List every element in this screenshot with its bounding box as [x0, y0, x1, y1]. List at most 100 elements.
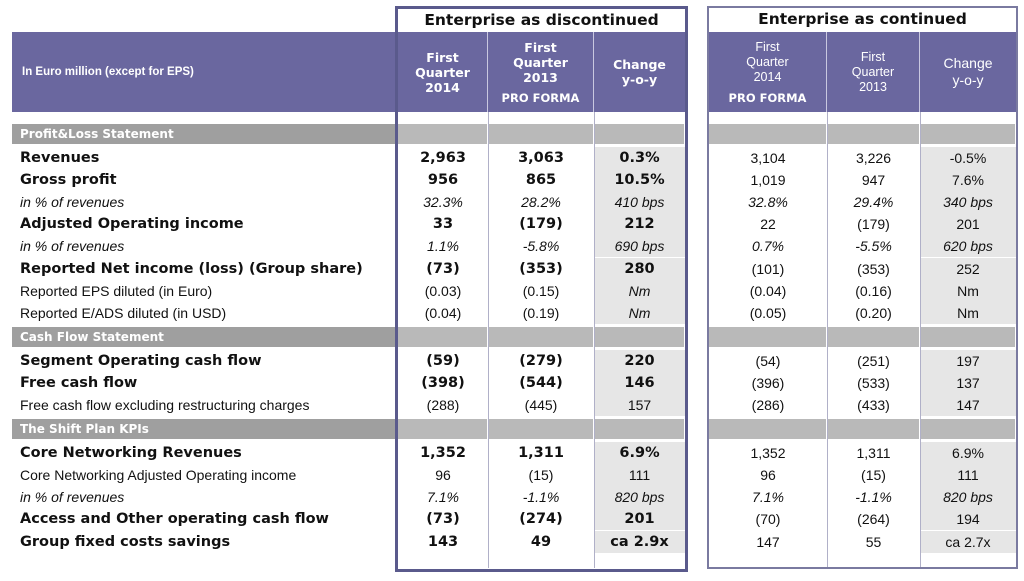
table-row: Free cash flow excluding restructuring c…: [12, 394, 1016, 416]
row-label: Access and Other operating cash flow: [20, 511, 329, 527]
cont-q1-2013-value: (433): [857, 397, 890, 413]
cont-q1-2014-value: (54): [755, 353, 781, 369]
table-row: Reported E/ADS diluted (in USD) (0.04) (0.…: [12, 302, 1016, 324]
section-fill: [488, 326, 594, 347]
cont-q1-2013-value: (264): [857, 511, 890, 527]
disc-change-value: 212: [594, 213, 685, 235]
table-row: Reported EPS diluted (in Euro) (0.03) (0.1…: [12, 280, 1016, 302]
table-row: in % of revenues 7.1% -1.1% 820 bps 7.1% -1.1…: [12, 486, 1016, 508]
continued-frame: [707, 6, 1018, 569]
disc-q1-2014-value: (73): [426, 511, 460, 527]
cont-q1-2014-value: (70): [755, 511, 781, 527]
cont-pro-forma-label: PRO FORMA: [728, 90, 807, 105]
section-fill: [594, 419, 685, 440]
row-label: Free cash flow: [20, 375, 138, 391]
cont-change-line1: Change: [943, 55, 993, 71]
cont-change-value: 147: [920, 394, 1016, 416]
row-label: Reported E/ADS diluted (in USD): [20, 305, 227, 321]
table-row: Core Networking Revenues 1,352 1,311 6.9% 1,…: [12, 442, 1016, 464]
section-fill: [594, 326, 685, 347]
row-label: Free cash flow excluding restructuring c…: [20, 397, 310, 413]
disc-q1-2013-value: (445): [524, 397, 558, 413]
cont-q1-2013-line1: First: [860, 49, 886, 64]
cont-change-line2: y-o-y: [952, 72, 984, 88]
disc-q1-2014-value: 1,352: [420, 445, 466, 461]
disc-q1-2014-line2: Quarter: [415, 64, 470, 80]
cont-q1-2013-value: 3,226: [855, 150, 892, 166]
cont-change-value: 111: [920, 464, 1016, 486]
disc-q1-2013-line3: 2013: [523, 69, 558, 85]
disc-q1-2013-value: (274): [519, 511, 563, 527]
row-label: Gross profit: [20, 172, 117, 188]
disc-change-value: ca 2.9x: [594, 531, 685, 553]
disc-q1-2013-value: -5.8%: [522, 238, 560, 254]
cont-change-value: -0.5%: [920, 147, 1016, 169]
section-fill: [398, 419, 488, 440]
cont-q1-2014-line1: First: [755, 39, 780, 54]
disc-q1-2013-value: 28.2%: [521, 194, 561, 210]
cont-change-value: 137: [920, 372, 1016, 394]
disc-change-value: 111: [594, 464, 685, 486]
disc-q1-2014-value: 32.3%: [423, 194, 463, 210]
cont-q1-2014-header: First Quarter 2014 PRO FORMA: [709, 32, 827, 112]
disc-change-value: Nm: [594, 280, 685, 302]
disc-q1-2014-line3: 2014: [425, 79, 460, 95]
section-fill: [398, 326, 488, 347]
cont-change-value: 6.9%: [920, 442, 1016, 464]
cont-q1-2014-value: (101): [751, 261, 785, 277]
disc-q1-2014-value: 2,963: [420, 150, 466, 166]
cont-q1-2013-value: (179): [857, 216, 890, 232]
section-fill: [920, 419, 1016, 440]
section-gap: [685, 326, 709, 347]
cont-q1-2013-line2: Quarter: [851, 64, 895, 79]
disc-change-line1: Change: [613, 57, 666, 72]
cont-q1-2014-value: (286): [751, 397, 785, 413]
disc-change-line2: y-o-y: [621, 72, 658, 87]
disc-q1-2014-value: 1.1%: [427, 238, 459, 254]
cont-change-value: 252: [920, 258, 1016, 280]
section-fill: [709, 419, 827, 440]
row-label: Core Networking Adjusted Operating incom…: [20, 467, 297, 483]
row-label: Group fixed costs savings: [20, 534, 231, 550]
disc-change-header: Change y-o-y: [594, 32, 685, 112]
section-gap: [685, 419, 709, 440]
disc-q1-2014-value: (288): [426, 397, 460, 413]
section-gap: [685, 124, 709, 144]
cont-change-value: ca 2.7x: [920, 531, 1016, 553]
cont-change-value: 197: [920, 350, 1016, 372]
table-row: Revenues 2,963 3,063 0.3% 3,104 3,226 -0.5%: [12, 147, 1016, 169]
cont-q1-2013-value: 947: [861, 172, 886, 188]
section-fill: [398, 124, 488, 144]
disc-q1-2013-value: 865: [525, 172, 557, 188]
section-title: Profit&Loss Statement: [20, 127, 174, 141]
disc-change-value: Nm: [594, 302, 685, 324]
cont-q1-2013-value: -1.1%: [855, 489, 892, 505]
disc-change-value: 690 bps: [594, 235, 685, 257]
cont-q1-2013-value: (0.16): [855, 283, 892, 299]
section-fill: [827, 124, 920, 144]
cont-q1-2014-value: (0.04): [749, 283, 787, 299]
cont-q1-2013-value: (353): [857, 261, 890, 277]
disc-q1-2013-value: (279): [519, 353, 563, 369]
disc-q1-2014-value: (59): [426, 353, 460, 369]
disc-change-value: 410 bps: [594, 191, 685, 213]
section-fill: [594, 124, 685, 144]
disc-change-value: 10.5%: [594, 169, 685, 191]
cont-q1-2014-value: (396): [751, 375, 785, 391]
column-divider: [827, 112, 828, 568]
column-divider: [594, 112, 595, 568]
cont-q1-2013-value: -5.5%: [855, 238, 892, 254]
row-label: Reported EPS diluted (in Euro): [20, 283, 213, 299]
disc-q1-2014-value: (0.03): [424, 283, 462, 299]
row-label: Segment Operating cash flow: [20, 353, 262, 369]
disc-q1-2013-value: 1,311: [518, 445, 564, 461]
section-header: Profit&Loss Statement: [12, 124, 1016, 144]
cont-q1-2014-value: 1,352: [750, 445, 786, 461]
cont-q1-2014-value: 3,104: [750, 150, 786, 166]
section-fill: [488, 124, 594, 144]
disc-q1-2014-line1: First: [426, 49, 459, 65]
disc-q1-2013-value: (0.19): [522, 305, 560, 321]
cont-change-value: 820 bps: [920, 486, 1016, 508]
disc-q1-2013-value: (15): [528, 467, 554, 483]
column-divider: [488, 112, 489, 568]
